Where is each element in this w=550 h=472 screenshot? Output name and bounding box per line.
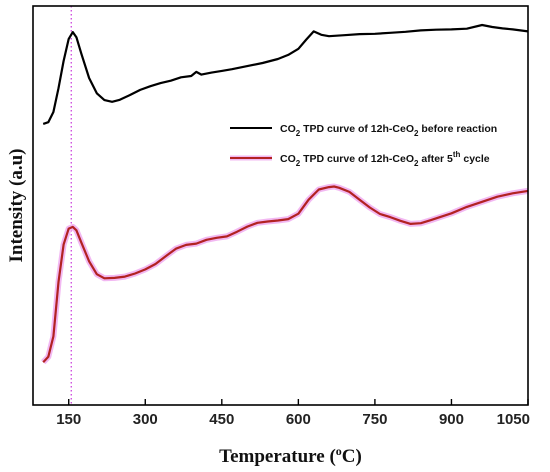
series-2-line [42,185,529,363]
x-tick-label: 450 [209,411,234,428]
y-axis-title: Intensity (a.u) [6,148,27,262]
plot-area [41,6,529,405]
x-tick-label: 300 [133,411,158,428]
legend: CO2 TPD curve of 12h-CeO2 before reactio… [230,123,497,168]
legend-label: CO2 TPD curve of 12h-CeO2 after 5th cycl… [280,150,490,168]
legend-label: CO2 TPD curve of 12h-CeO2 before reactio… [280,123,497,138]
x-tick-label: 150 [56,411,81,428]
axes-frame [32,5,529,406]
legend-entry-2: CO2 TPD curve of 12h-CeO2 after 5th cycl… [230,150,490,168]
legend-entry-1: CO2 TPD curve of 12h-CeO2 before reactio… [230,123,497,138]
series-1-line [42,23,529,125]
x-tick-label: 750 [362,411,387,428]
x-axis-title: Temperature (oC) [219,444,362,467]
x-tick-label: 1050 [497,411,530,428]
axes: 150 300 450 600 750 900 1050 Temperature (oC) In… [6,5,530,467]
x-tick-label: 900 [439,411,464,428]
x-tick-label: 600 [286,411,311,428]
